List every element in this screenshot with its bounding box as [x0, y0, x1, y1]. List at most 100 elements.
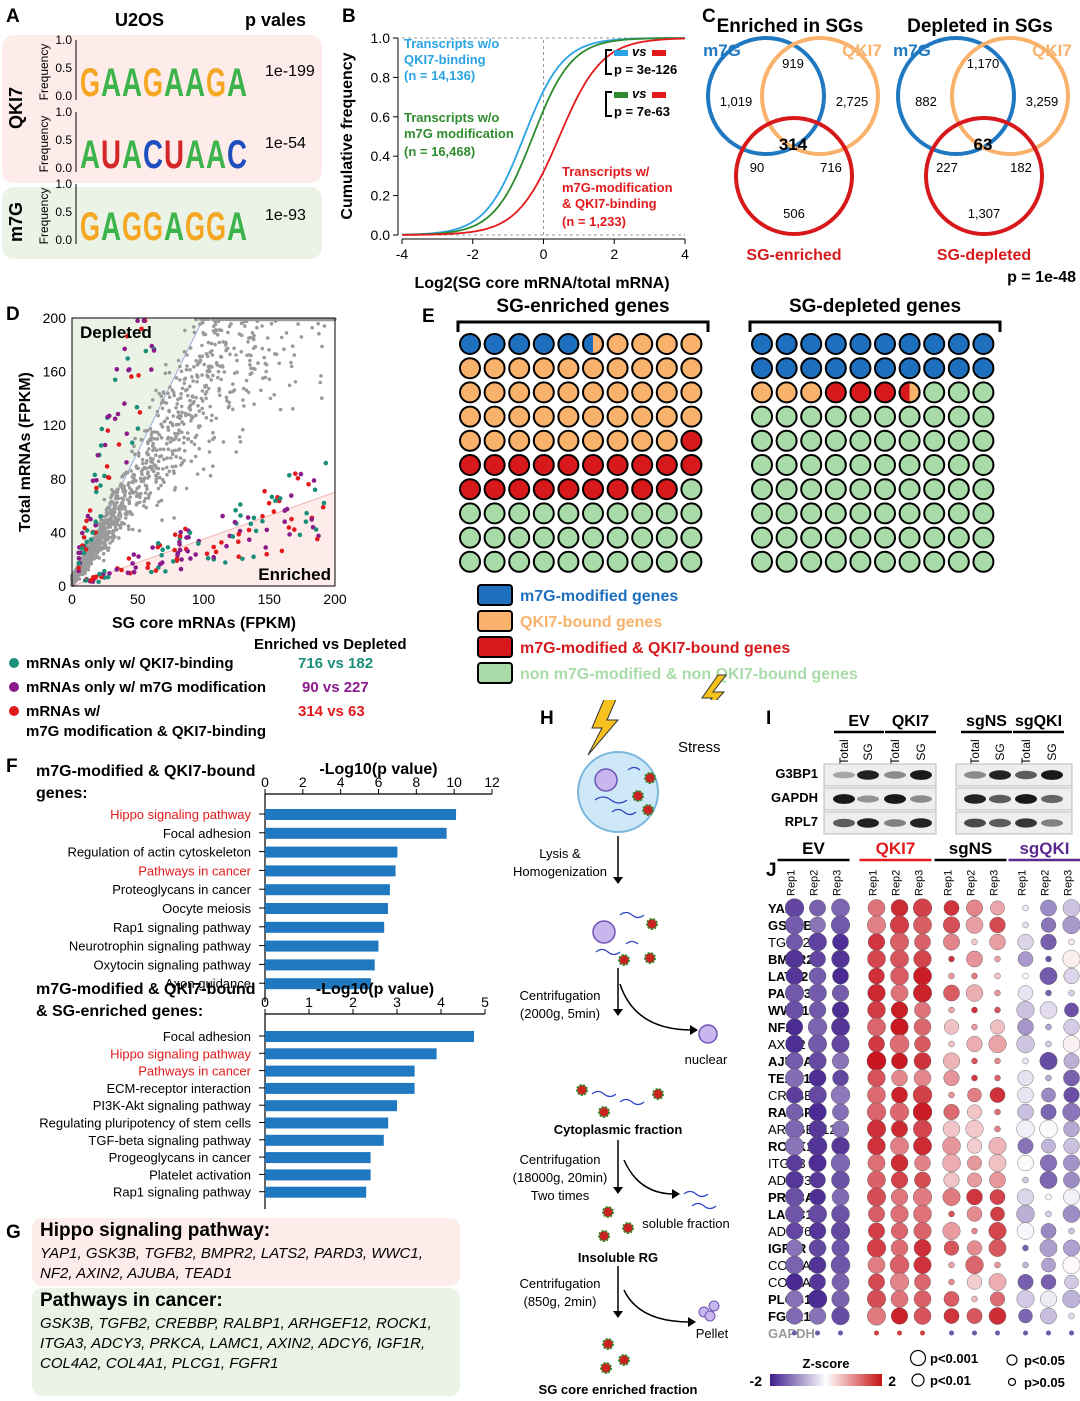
gray-point [155, 475, 159, 480]
workflow-text: Homogenization [513, 864, 607, 879]
dot [914, 1035, 931, 1053]
highlight-point [91, 575, 96, 580]
gray-point [145, 452, 149, 456]
gray-point [211, 430, 215, 435]
waffle-dot [557, 357, 580, 380]
venn-count: 2,725 [836, 94, 869, 109]
highlight-point [80, 530, 85, 536]
highlight-point [129, 440, 135, 445]
dot [867, 1000, 886, 1020]
x-tick-label: 6 [375, 774, 383, 790]
dot [988, 1273, 1007, 1291]
motif-letter: C [143, 133, 163, 177]
dot [832, 933, 849, 951]
dot [966, 950, 983, 968]
dot [831, 949, 850, 969]
panel-j: J EV Rep1 Rep2 Rep3 QKI7 Rep1 Rep2 Rep3 sgNS Rep1… [750, 840, 1080, 1390]
waffle-dot [947, 478, 970, 501]
gray-point [211, 373, 215, 378]
dot [967, 1172, 982, 1188]
dot [966, 1188, 983, 1206]
dot [948, 1210, 955, 1218]
gray-point [224, 395, 229, 400]
legend-text: Transcripts w/ [562, 164, 650, 179]
gray-point [189, 419, 193, 423]
dot [838, 1330, 843, 1336]
gray-point [170, 452, 175, 456]
gray-point [316, 321, 321, 326]
dot [913, 1119, 932, 1139]
waffle-dot [947, 357, 970, 380]
gray-point [159, 435, 164, 440]
waffle-dot [655, 550, 678, 573]
highlight-point [223, 560, 228, 565]
panel-g: G Hippo signaling pathway: YAP1, GSK3B, … [0, 1218, 470, 1398]
gray-point [102, 497, 107, 502]
gray-point [216, 375, 220, 380]
dot [831, 1120, 850, 1138]
waffle-dot [631, 478, 654, 501]
dot [942, 1136, 961, 1156]
blot-band [1041, 794, 1063, 804]
dot [1063, 1053, 1080, 1069]
panel-label-j: J [766, 860, 777, 881]
highlight-point [94, 489, 99, 495]
arrow-head [672, 1189, 680, 1199]
dot [785, 915, 805, 935]
blot-band [910, 795, 932, 803]
blot-membrane [955, 787, 1073, 811]
highlight-point [264, 551, 270, 557]
gray-point [213, 342, 217, 347]
dot [989, 1291, 1005, 1307]
comparison-swatch-a [614, 92, 628, 98]
highlight-point [102, 442, 108, 448]
highlight-point [124, 334, 130, 339]
waffle-dot [972, 526, 995, 549]
gray-point [126, 483, 130, 487]
waffle-dot [459, 526, 481, 549]
waffle-dot [972, 478, 995, 501]
dot [785, 1170, 804, 1190]
waffle-dot [459, 333, 481, 355]
dot [912, 1187, 932, 1207]
gray-point [226, 330, 230, 335]
dot [943, 900, 960, 916]
gray-point [168, 440, 173, 444]
waffle-bracket [748, 320, 1002, 332]
dot [868, 967, 885, 985]
gray-point [131, 527, 135, 532]
gray-point [186, 437, 191, 441]
gray-point [166, 447, 171, 451]
gray-point [159, 394, 164, 399]
gray-point [171, 390, 176, 395]
legend-swatch [477, 636, 513, 658]
size-legend-label: p<0.05 [1024, 1353, 1065, 1368]
highlight-point [289, 493, 294, 498]
waffle-dot [898, 550, 921, 573]
gray-point [161, 467, 165, 471]
blot-band [833, 794, 855, 804]
comparison-swatch-b [652, 50, 666, 56]
gray-point [211, 329, 216, 333]
legend-text: (n = 1,233) [562, 214, 626, 229]
waffle-dot [923, 478, 946, 501]
waffle-dot [849, 454, 872, 476]
gray-point [201, 411, 206, 415]
gray-point [165, 437, 170, 441]
venn-count: 506 [783, 206, 805, 221]
waffle-dot [751, 454, 773, 476]
m7g-label: m7G [893, 41, 931, 60]
highlight-point [238, 513, 243, 518]
highlight-point [114, 367, 120, 372]
panel-c: C Enriched in SGs m7G QKI7 1,019 919 2,725 314… [702, 6, 1076, 286]
waffle-dot [824, 502, 847, 525]
gray-point [160, 518, 164, 522]
waffle-dot [606, 381, 629, 404]
motif-letter: G [206, 61, 226, 105]
blot-band [884, 771, 906, 779]
highlight-point [248, 521, 254, 527]
waffle-dot [874, 454, 896, 476]
gray-point [213, 322, 218, 327]
dot [989, 1087, 1006, 1103]
y-tick-label: 40 [50, 524, 66, 540]
